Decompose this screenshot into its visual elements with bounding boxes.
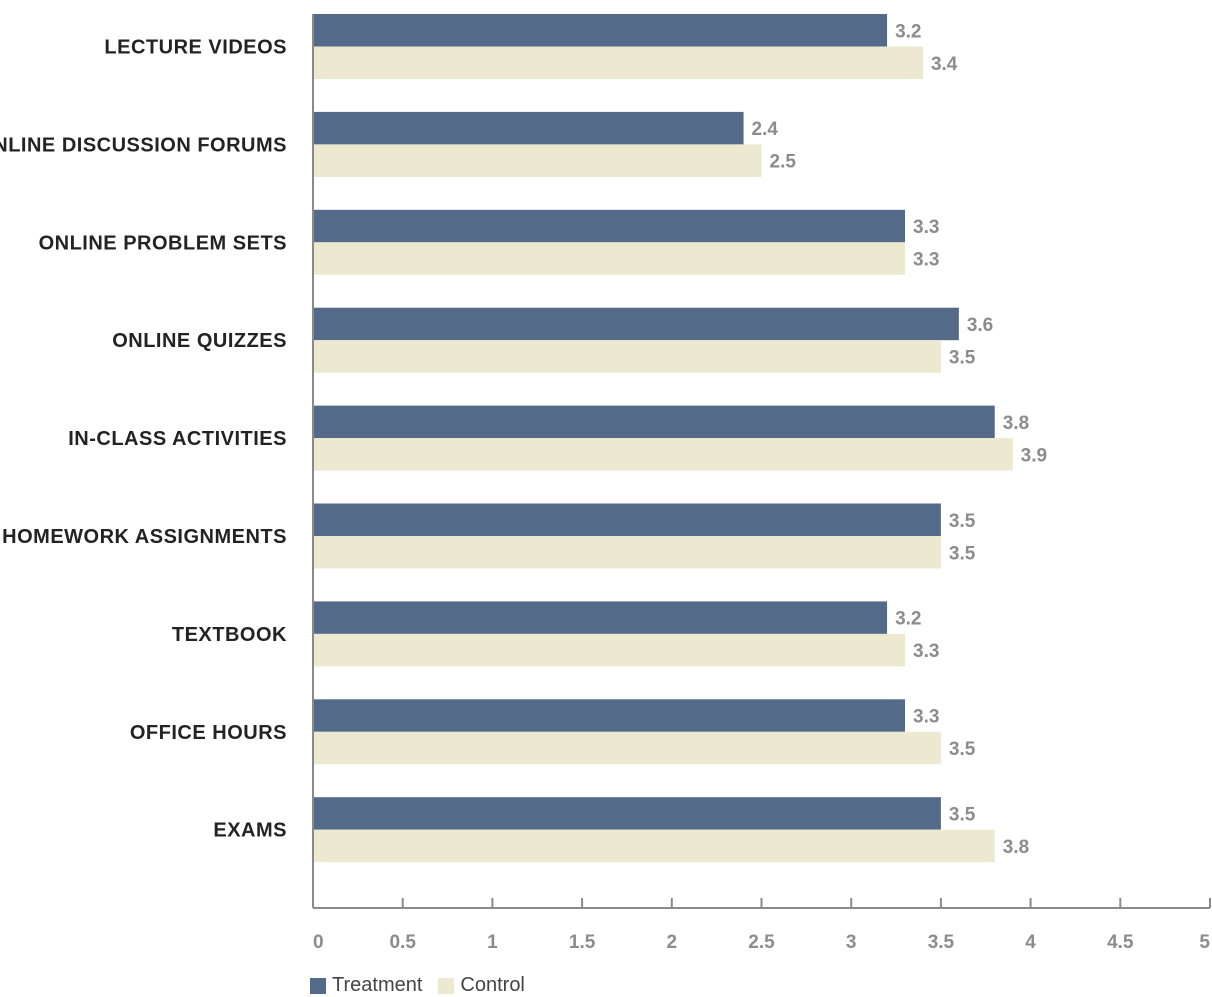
bars-group	[313, 14, 1013, 863]
value-label-control-homework-assignments: 3.5	[949, 543, 976, 564]
category-label-homework-assignments: HOMEWORK ASSIGNMENTS	[2, 526, 287, 548]
bar-control-lecture-videos	[313, 46, 923, 79]
category-labels: LECTURE VIDEOS ONLINE DISCUSSION FORUMS ON…	[0, 37, 287, 842]
x-tick-label-0-5: 0.5	[389, 932, 416, 953]
x-tick-label-1-5: 1.5	[569, 932, 596, 953]
legend-swatch-treatment	[310, 977, 326, 994]
legend-item-treatment: Treatment	[310, 974, 422, 997]
value-label-control-exams: 3.8	[1003, 837, 1029, 858]
x-tick-label-5: 5	[1199, 932, 1210, 953]
value-labels: 3.2 3.4 2.4 2.5 3.3 3.3 3.6 3.5 3.8 3.9 3.5 3.5 3.2 3…	[752, 21, 1048, 858]
value-label-treatment-homework-assignments: 3.5	[949, 511, 976, 532]
legend-swatch-control	[438, 977, 455, 994]
x-tick-label-2: 2	[667, 932, 678, 953]
category-label-textbook: TEXTBOOK	[172, 624, 287, 646]
value-label-treatment-textbook: 3.2	[895, 609, 921, 630]
value-label-treatment-online-discussion-forums: 2.4	[752, 119, 779, 140]
legend-label-treatment: Treatment	[332, 974, 423, 996]
bar-treatment-online-discussion-forums	[313, 111, 744, 145]
x-tick-label-3-5: 3.5	[928, 932, 955, 953]
bar-control-homework-assignments	[313, 536, 941, 569]
bar-control-online-discussion-forums	[313, 144, 762, 177]
bar-treatment-online-problem-sets	[313, 209, 906, 243]
bar-treatment-online-quizzes	[313, 307, 959, 341]
bar-treatment-homework-assignments	[313, 503, 941, 536]
category-label-office-hours: OFFICE HOURS	[130, 722, 287, 744]
value-label-control-online-problem-sets: 3.3	[913, 250, 939, 271]
bar-treatment-lecture-videos	[313, 14, 888, 47]
bar-treatment-office-hours	[313, 699, 906, 732]
x-tick-label-0: 0	[313, 932, 324, 953]
bar-control-textbook	[313, 633, 906, 667]
legend-item-control: Control	[438, 974, 525, 997]
x-tick-label-4: 4	[1025, 932, 1036, 953]
bar-control-in-class-activities	[313, 438, 1013, 471]
value-label-treatment-lecture-videos: 3.2	[895, 21, 921, 42]
bar-control-online-quizzes	[313, 340, 941, 373]
bar-control-online-problem-sets	[313, 242, 906, 275]
category-label-online-discussion-forums: ONLINE DISCUSSION FORUMS	[0, 134, 287, 156]
bar-treatment-textbook	[313, 601, 888, 634]
value-label-control-in-class-activities: 3.9	[1021, 445, 1047, 466]
x-tick-label-1: 1	[487, 932, 498, 953]
value-label-treatment-exams: 3.5	[949, 804, 976, 825]
value-label-treatment-office-hours: 3.3	[913, 707, 939, 728]
legend: Treatment Control	[310, 974, 541, 997]
value-label-treatment-online-problem-sets: 3.3	[913, 217, 939, 238]
x-axis-ticks: 0 0.5 1 1.5 2 2.5 3 3.5 4 4.5 5	[312, 898, 1211, 953]
category-label-lecture-videos: LECTURE VIDEOS	[104, 37, 287, 59]
x-tick-label-3: 3	[846, 932, 857, 953]
value-label-control-office-hours: 3.5	[949, 739, 976, 760]
category-label-online-problem-sets: ONLINE PROBLEM SETS	[39, 232, 287, 254]
x-tick-label-2-5: 2.5	[748, 932, 775, 953]
category-label-exams: EXAMS	[213, 820, 287, 842]
bar-treatment-in-class-activities	[313, 405, 995, 439]
value-label-treatment-online-quizzes: 3.6	[967, 315, 993, 336]
x-tick-label-4-5: 4.5	[1107, 932, 1134, 953]
bar-control-office-hours	[313, 731, 941, 765]
category-label-in-class-activities: IN-CLASS ACTIVITIES	[68, 428, 287, 450]
value-label-control-online-discussion-forums: 2.5	[770, 152, 797, 173]
bar-chart: LECTURE VIDEOS ONLINE DISCUSSION FORUMS ON…	[0, 14, 1211, 953]
bar-treatment-exams	[313, 797, 941, 830]
legend-label-control: Control	[460, 974, 525, 996]
value-label-control-online-quizzes: 3.5	[949, 347, 976, 368]
category-label-online-quizzes: ONLINE QUIZZES	[112, 330, 287, 352]
value-label-control-textbook: 3.3	[913, 641, 939, 662]
value-label-control-lecture-videos: 3.4	[931, 54, 958, 75]
bar-control-exams	[313, 829, 995, 863]
value-label-treatment-in-class-activities: 3.8	[1003, 413, 1029, 434]
